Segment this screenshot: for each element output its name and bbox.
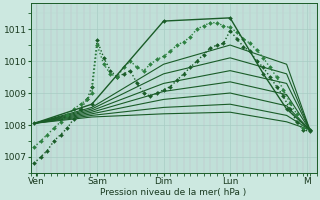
X-axis label: Pression niveau de la mer( hPa ): Pression niveau de la mer( hPa )	[100, 188, 247, 197]
